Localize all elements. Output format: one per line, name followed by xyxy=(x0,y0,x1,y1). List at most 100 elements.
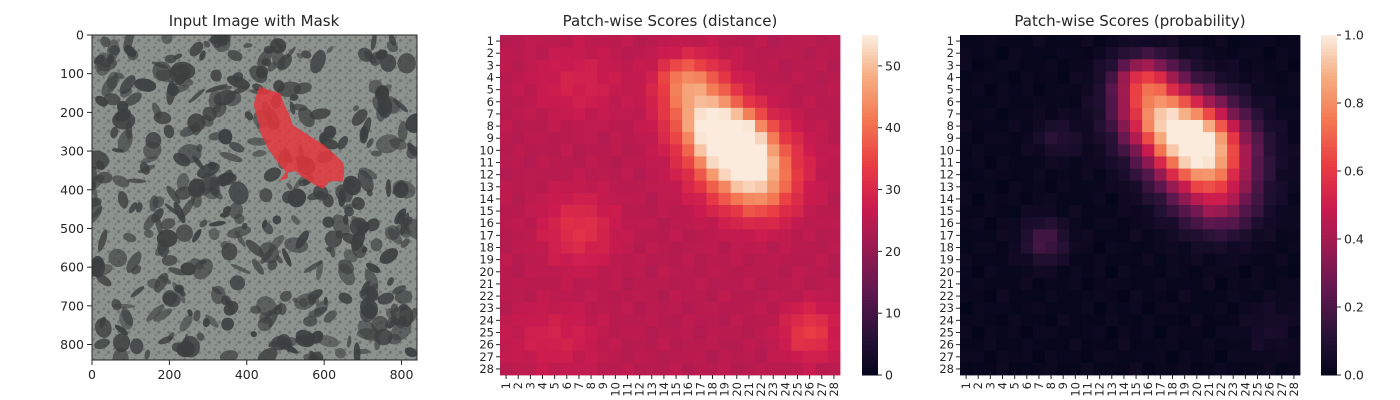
heatmap-cell xyxy=(1117,132,1131,145)
heatmap-cell xyxy=(1105,326,1119,339)
heatmap-cell xyxy=(1251,350,1264,364)
heatmap-cell xyxy=(1239,205,1252,218)
heatmap-cell xyxy=(1166,217,1179,230)
heatmap-cell xyxy=(718,59,732,72)
heatmap-cell xyxy=(706,168,719,182)
heatmap-cell xyxy=(767,95,780,109)
heatmap-cell xyxy=(803,83,817,97)
heatmap-cell xyxy=(572,265,586,279)
heatmap-cell xyxy=(779,120,792,133)
heatmap-cell xyxy=(597,302,610,315)
heatmap-cell xyxy=(1093,290,1107,303)
heatmap-cell xyxy=(524,156,537,169)
heatmap-cell xyxy=(682,71,695,84)
heatmap-cell xyxy=(1105,144,1119,157)
colorbar-segment xyxy=(862,177,878,182)
colorbar-segment xyxy=(1321,198,1337,203)
heatmap-cell xyxy=(1275,120,1289,133)
col-tick-label: 10 xyxy=(1068,382,1082,397)
heatmap-cell xyxy=(1263,168,1277,182)
heatmap-cell xyxy=(779,241,792,254)
heatmap-cell xyxy=(585,107,598,121)
heatmap-cell xyxy=(1263,350,1277,364)
colorbar-segment xyxy=(1321,317,1337,322)
colorbar-segment xyxy=(862,48,878,53)
heatmap-cell xyxy=(1227,47,1240,60)
heatmap-cell xyxy=(621,180,634,194)
colorbar-segment xyxy=(862,133,878,138)
heatmap-cell xyxy=(1275,95,1289,109)
heatmap-cell xyxy=(1215,265,1228,279)
heatmap-cell xyxy=(597,47,610,60)
heatmap-cell xyxy=(1202,241,1216,254)
heatmap-cell xyxy=(1178,192,1192,206)
heatmap-cell xyxy=(984,205,997,218)
heatmap-cell xyxy=(1227,326,1240,339)
heatmap-cell xyxy=(718,362,732,376)
heatmap-cell xyxy=(1142,205,1155,218)
heatmap-cell xyxy=(1178,217,1192,230)
heatmap-cell xyxy=(815,265,829,279)
heatmap-cell xyxy=(1166,253,1179,267)
heatmap-cell xyxy=(827,35,841,48)
col-tick-label: 23 xyxy=(1226,382,1240,397)
heatmap-cell xyxy=(984,168,997,182)
heatmap-cell xyxy=(524,277,537,291)
heatmap-cell xyxy=(1202,120,1216,133)
heatmap-cell xyxy=(1093,156,1107,169)
heatmap-cell xyxy=(1057,338,1070,352)
heatmap-cell xyxy=(827,156,841,169)
heatmap-cell xyxy=(1287,362,1301,376)
heatmap-cell xyxy=(1202,47,1216,60)
heatmap-cell xyxy=(1045,350,1058,364)
heatmap-cell xyxy=(1287,132,1301,145)
heatmap-cell xyxy=(1227,144,1240,157)
heatmap-cell xyxy=(1142,217,1155,230)
heatmap-cell xyxy=(1202,192,1216,206)
heatmap-cell xyxy=(730,59,744,72)
heatmap-cell xyxy=(572,290,586,303)
heatmap-cell xyxy=(1020,132,1034,145)
input-image xyxy=(92,35,417,360)
heatmap-cell xyxy=(706,265,719,279)
heatmap-cell xyxy=(996,338,1009,352)
heatmap-cell xyxy=(536,350,549,364)
heatmap-cell xyxy=(730,338,744,352)
heatmap-cell xyxy=(1142,277,1155,291)
heatmap-cell xyxy=(1008,192,1022,206)
heatmap-cell xyxy=(512,338,525,352)
heatmap-cell xyxy=(548,35,562,48)
colorbar-segment xyxy=(1321,303,1337,308)
heatmap-cell xyxy=(1190,362,1204,376)
heatmap-cell xyxy=(1117,192,1131,206)
heatmap-cell xyxy=(1190,229,1204,242)
heatmap-cell xyxy=(548,144,562,157)
heatmap-cell xyxy=(1178,290,1192,303)
colorbar-segment xyxy=(1321,86,1337,90)
heatmap-cell xyxy=(536,47,549,60)
heatmap-cell xyxy=(621,144,634,157)
heatmap-cell xyxy=(1020,362,1034,376)
heatmap-cell xyxy=(827,205,841,218)
heatmap-cell xyxy=(1117,120,1131,133)
heatmap-cell xyxy=(972,132,985,145)
heatmap-cell xyxy=(791,302,804,315)
heatmap-cell xyxy=(730,144,744,157)
colorbar-tick-label: 40 xyxy=(885,120,901,135)
heatmap-cell xyxy=(682,59,695,72)
heatmap-cell xyxy=(706,107,719,121)
heatmap-cell xyxy=(1093,107,1107,121)
row-tick-label: 28 xyxy=(939,362,954,376)
row-tick-label: 27 xyxy=(479,350,494,364)
heatmap-cell xyxy=(779,192,792,206)
heatmap-cell xyxy=(1093,253,1107,267)
heatmap-cell xyxy=(996,362,1009,376)
heatmap-cell xyxy=(1202,362,1216,376)
heatmap-cell xyxy=(1117,107,1131,121)
heatmap-cell xyxy=(803,35,817,48)
heatmap-cell xyxy=(755,302,768,315)
colorbar-segment xyxy=(862,120,878,124)
heatmap-cell xyxy=(657,59,671,72)
heatmap-cell xyxy=(597,107,610,121)
heatmap-cell xyxy=(742,217,756,230)
